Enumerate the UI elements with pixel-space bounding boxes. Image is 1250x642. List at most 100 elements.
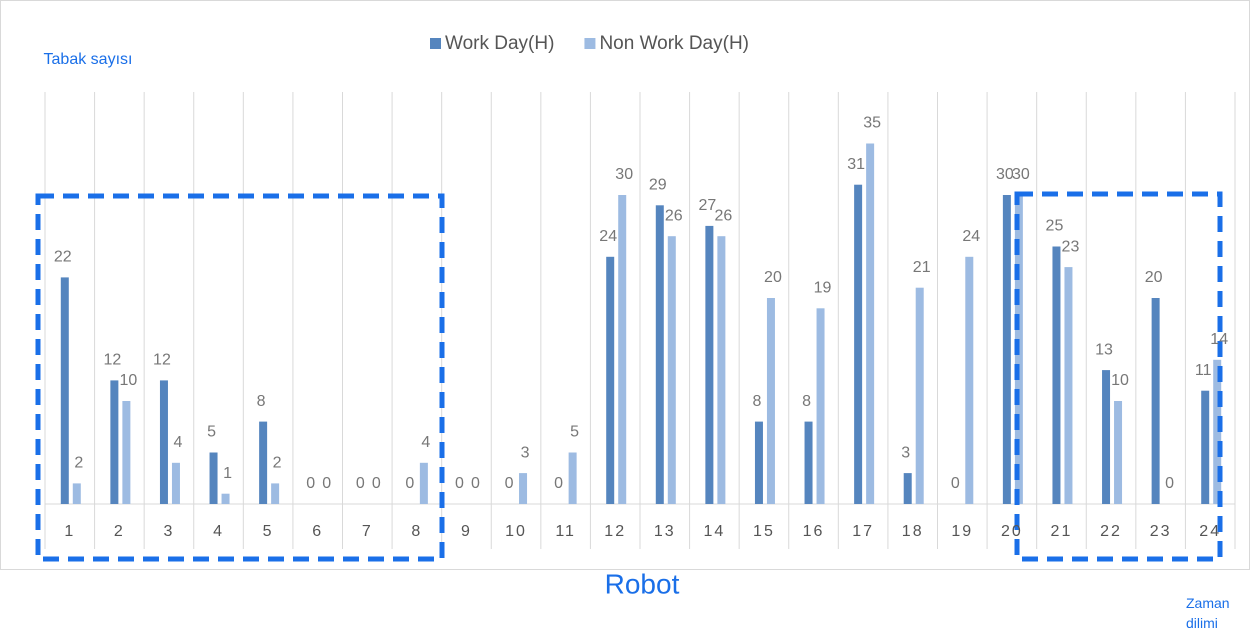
x-tick-label: 17 [852, 523, 874, 540]
bar [72, 483, 81, 504]
bar [866, 143, 875, 504]
x-tick-label: 4 [213, 523, 224, 540]
bar [221, 493, 230, 504]
x-tick-label: 10 [505, 523, 527, 540]
bar [1052, 246, 1061, 504]
data-label: 12 [153, 352, 171, 369]
data-label: 0 [455, 475, 464, 492]
data-label: 25 [1046, 218, 1064, 235]
data-label: 27 [698, 197, 716, 214]
data-label: 8 [257, 393, 266, 410]
data-label: 0 [1165, 475, 1174, 492]
data-label: 3 [901, 444, 910, 461]
data-label: 5 [570, 424, 579, 441]
legend-label: Work Day(H) [445, 33, 554, 54]
data-label: 10 [119, 372, 137, 389]
x-tick-label: 2 [114, 523, 125, 540]
x-tick-label: 23 [1150, 523, 1172, 540]
bar [568, 452, 577, 504]
x-tick-label: 1 [64, 523, 75, 540]
data-label: 30 [996, 166, 1014, 183]
x-tick-label: 20 [1001, 523, 1023, 540]
legend-swatch [430, 38, 441, 49]
data-label: 8 [802, 393, 811, 410]
data-label: 31 [847, 156, 865, 173]
highlight-box [35, 193, 445, 562]
x-tick-label: 22 [1100, 523, 1122, 540]
legend-swatch [584, 38, 596, 49]
data-label: 26 [714, 207, 732, 224]
bar [1102, 370, 1111, 504]
data-label: 10 [1111, 372, 1129, 389]
bar [667, 236, 676, 504]
chart-title: Robot [605, 568, 680, 599]
bar [816, 308, 825, 504]
x-tick-label: 21 [1051, 523, 1073, 540]
bar [159, 380, 168, 504]
bar [655, 205, 664, 505]
bar [717, 236, 726, 504]
x-tick-label: 6 [312, 523, 323, 540]
bar [110, 380, 119, 504]
bar [259, 421, 268, 504]
bar [171, 462, 180, 504]
data-label: 0 [306, 475, 315, 492]
bar [1201, 390, 1210, 504]
bar [519, 473, 528, 504]
grid [44, 92, 1236, 549]
x-tick-label: 5 [263, 523, 274, 540]
data-label: 0 [372, 475, 381, 492]
data-label: 0 [471, 475, 480, 492]
bar [1064, 267, 1073, 504]
data-label: 24 [599, 228, 617, 245]
bar [1114, 401, 1123, 504]
data-label: 0 [505, 475, 514, 492]
bar [618, 195, 627, 504]
data-label: 30 [1012, 166, 1030, 183]
data-label: 4 [421, 434, 430, 451]
bar [271, 483, 280, 504]
data-label: 0 [554, 475, 563, 492]
data-label: 30 [615, 166, 633, 183]
data-label: 0 [405, 475, 414, 492]
data-label: 12 [103, 352, 121, 369]
data-label: 1 [223, 465, 232, 482]
bar [419, 462, 428, 504]
data-label: 24 [962, 228, 980, 245]
data-label: 22 [54, 249, 72, 266]
data-label: 4 [174, 434, 183, 451]
x-tick-label: 24 [1199, 523, 1221, 540]
data-label: 26 [665, 207, 683, 224]
bars [60, 143, 1222, 505]
bar [209, 452, 218, 504]
data-label: 29 [649, 177, 667, 194]
x-axis-label: Zaman dilimi [1186, 595, 1230, 631]
data-label: 2 [74, 455, 83, 472]
data-label: 3 [521, 444, 530, 461]
x-tick-label: 13 [654, 523, 676, 540]
bar [60, 277, 69, 504]
data-label: 35 [863, 115, 881, 132]
y-axis-label: Tabak sayısı [44, 51, 133, 68]
bar [754, 421, 763, 504]
bar [705, 225, 714, 504]
bar [804, 421, 813, 504]
x-tick-label: 11 [555, 523, 576, 540]
data-label: 8 [753, 393, 762, 410]
data-label: 5 [207, 424, 216, 441]
x-tick-label: 7 [362, 523, 373, 540]
bar [606, 256, 615, 504]
x-tick-label: 18 [902, 523, 924, 540]
x-tick-label: 9 [461, 523, 472, 540]
data-label: 0 [356, 475, 365, 492]
data-label: 23 [1062, 238, 1080, 255]
bar [1002, 195, 1011, 504]
bar [122, 401, 131, 504]
highlight-box [1014, 191, 1223, 562]
x-tick-label: 8 [411, 523, 422, 540]
x-tick-label: 3 [164, 523, 175, 540]
data-label: 21 [913, 259, 931, 276]
data-label: 14 [1210, 331, 1228, 348]
bar [965, 256, 974, 504]
